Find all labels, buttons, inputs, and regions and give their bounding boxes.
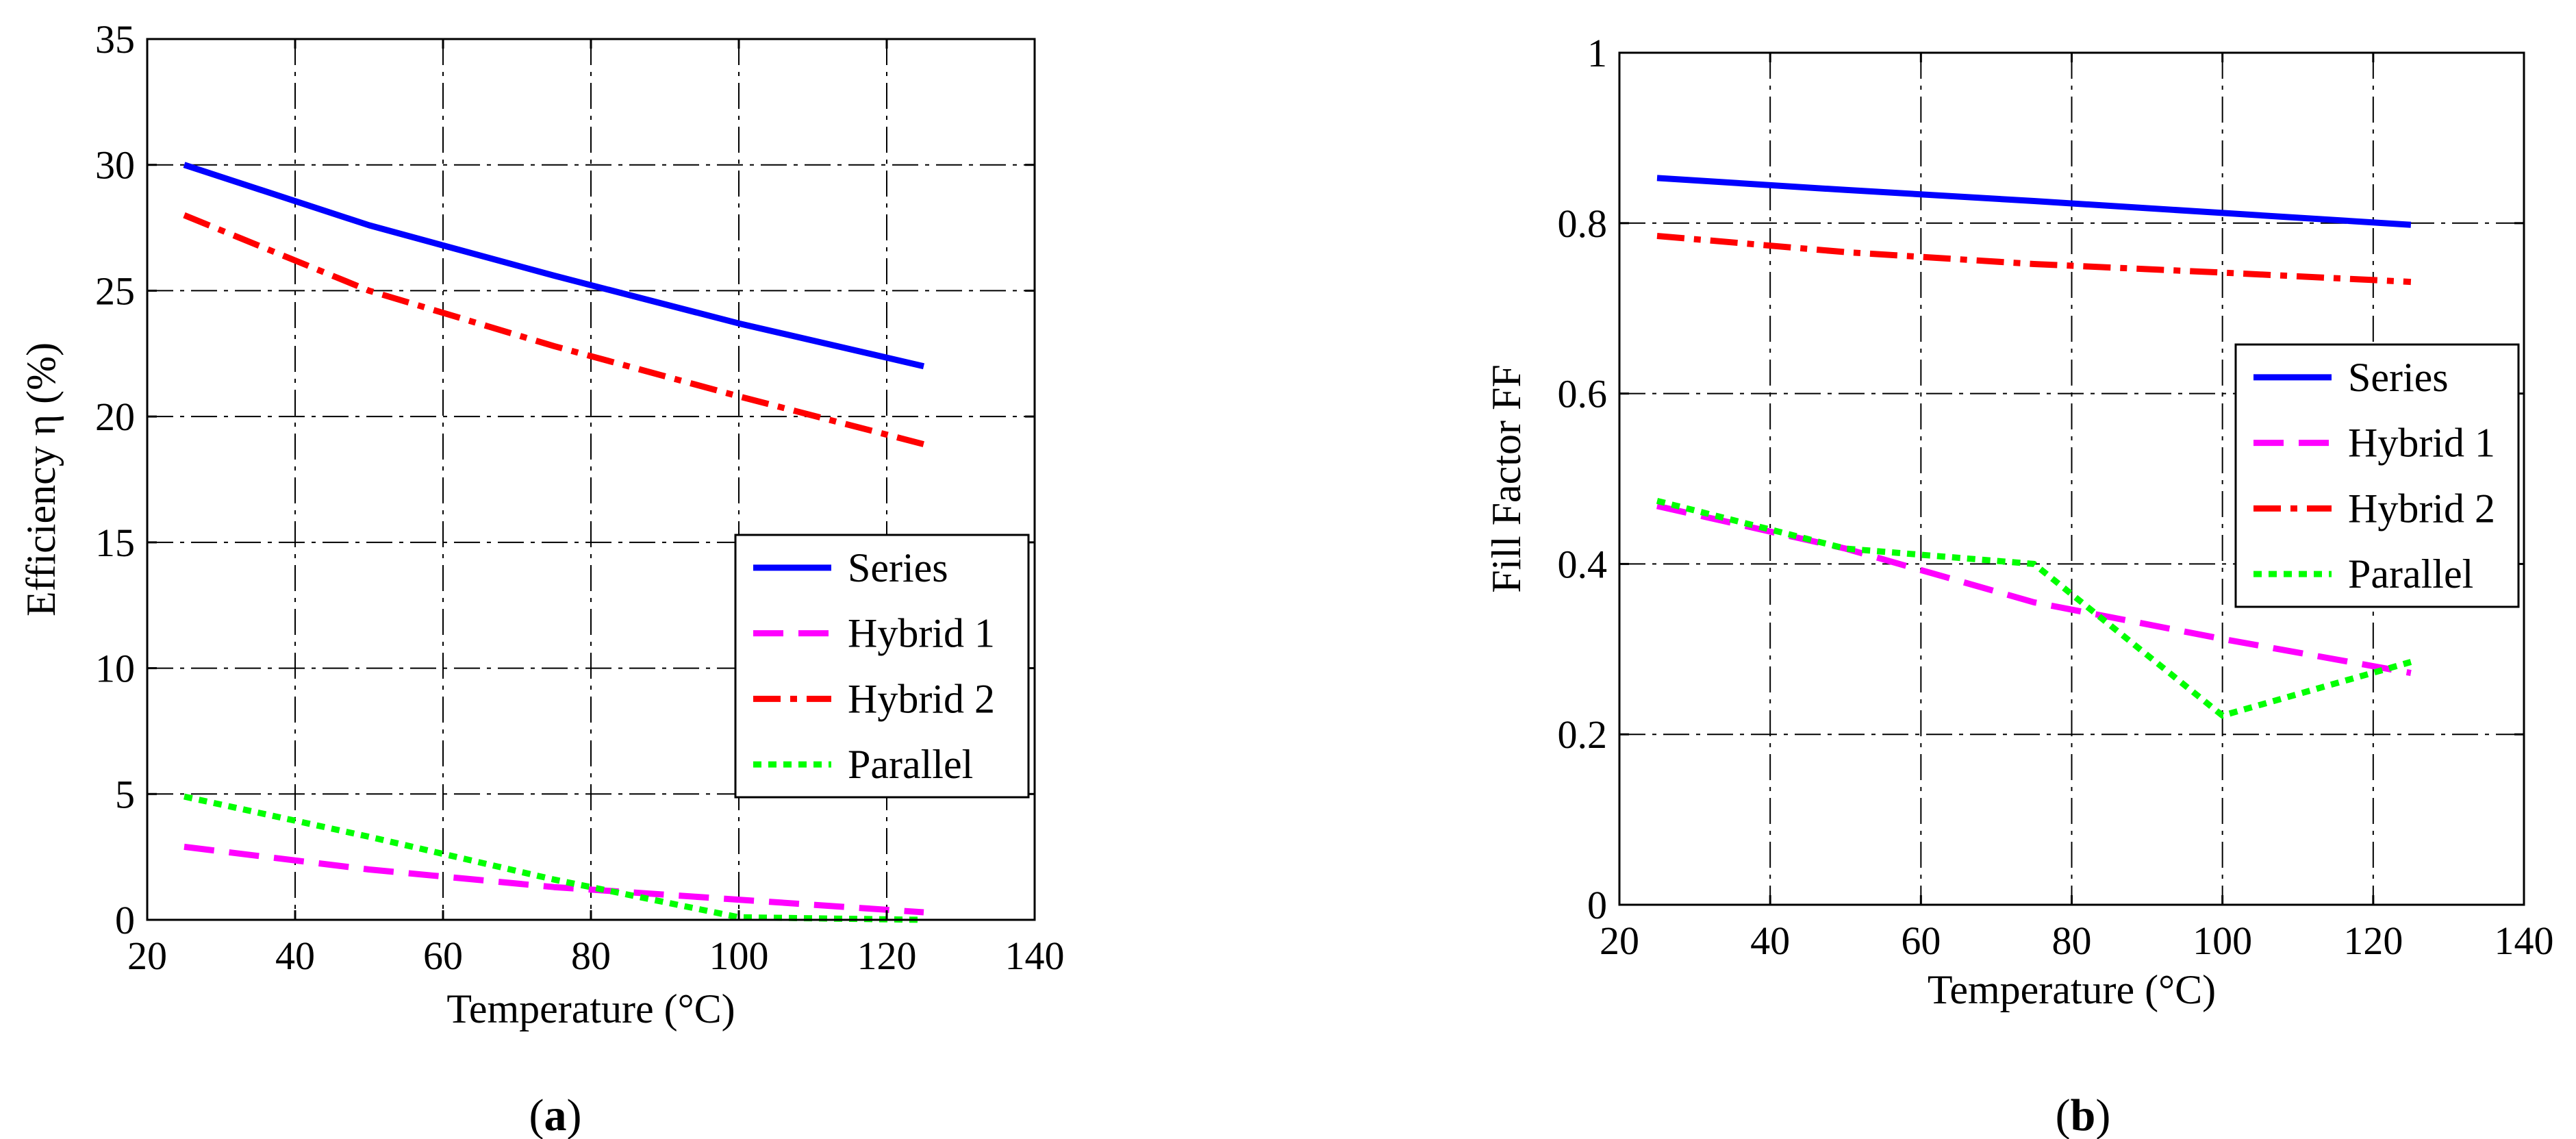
- y-tick-label: 0: [1587, 883, 1607, 927]
- x-tick-label: 80: [2052, 918, 2092, 963]
- x-tick-label: 140: [2495, 918, 2554, 963]
- panel-a-caption: (a): [529, 1090, 582, 1139]
- legend-label: Hybrid 2: [2348, 486, 2495, 531]
- y-tick-label: 0.2: [1558, 712, 1608, 757]
- panel-a-x-axis-label: Temperature (°C): [446, 986, 735, 1031]
- x-tick-label: 120: [857, 934, 917, 978]
- panel-a-y-ticks: 0 5 10 15 20 25 30 35: [95, 17, 1035, 942]
- series-line-series: [183, 162, 925, 370]
- series-line-hybrid-1: [1656, 503, 2412, 677]
- series-line-series: [1656, 175, 2412, 228]
- panel-b-x-axis-label: Temperature (°C): [1928, 967, 2216, 1012]
- x-tick-label: 40: [1750, 918, 1790, 963]
- panel-b-caption: (b): [2056, 1090, 2111, 1139]
- y-tick-label: 0: [115, 898, 135, 942]
- series-line-hybrid-2: [1656, 233, 2412, 286]
- legend-label: Parallel: [848, 742, 973, 787]
- legend-label: Series: [2348, 355, 2449, 400]
- x-tick-label: 40: [275, 934, 315, 978]
- x-tick-label: 20: [1600, 918, 1639, 963]
- panel-a-grid: [147, 39, 1035, 920]
- legend-label: Hybrid 2: [848, 676, 995, 721]
- y-tick-label: 0.6: [1558, 372, 1608, 416]
- panel-a-x-ticks: 20 40 60 80 100 120 140: [127, 39, 1065, 978]
- panel-b-y-axis-label: Fill Factor FF: [1484, 364, 1529, 592]
- y-tick-label: 35: [95, 17, 135, 62]
- x-tick-label: 100: [709, 934, 769, 978]
- panel-b-y-ticks: 0 0.2 0.4 0.6 0.8 1: [1558, 31, 2524, 927]
- panel-b-x-ticks: 20 40 60 80 100 120 140: [1600, 53, 2554, 963]
- panel-a-legend: Series Hybrid 1 Hybrid 2 Parallel: [734, 534, 1030, 799]
- x-tick-label: 60: [423, 934, 463, 978]
- panel-a-efficiency-chart: 20 40 60 80 100 120 140 0 5 10 15 20 25 30 35 Tempera…: [18, 17, 1065, 1139]
- series-line-hybrid-2: [183, 212, 925, 447]
- x-tick-label: 60: [1901, 918, 1941, 963]
- x-tick-label: 80: [571, 934, 611, 978]
- x-tick-label: 100: [2193, 918, 2252, 963]
- y-tick-label: 30: [95, 143, 135, 188]
- legend-label: Series: [848, 545, 948, 590]
- legend-label: Parallel: [2348, 551, 2473, 597]
- y-tick-label: 15: [95, 521, 135, 565]
- x-tick-label: 140: [1005, 934, 1065, 978]
- legend-label: Hybrid 1: [848, 611, 995, 656]
- y-tick-label: 5: [115, 772, 135, 816]
- panel-b-fill-factor-chart: 20 40 60 80 100 120 140 0 0.2 0.4 0.6 0.8 1 Tempera…: [1484, 31, 2554, 1139]
- series-line-hybrid-1: [184, 843, 924, 916]
- panel-b-legend: Series Hybrid 1 Hybrid 2 Parallel: [2234, 343, 2520, 608]
- legend-label: Hybrid 1: [2348, 421, 2495, 466]
- legend-box: [2234, 343, 2520, 608]
- legend-box: [734, 534, 1030, 799]
- y-tick-label: 25: [95, 268, 135, 313]
- y-tick-label: 1: [1587, 31, 1607, 75]
- panel-a-y-axis-label: Efficiency η (%): [18, 342, 64, 616]
- x-tick-label: 20: [127, 934, 167, 978]
- y-tick-label: 0.8: [1558, 201, 1608, 246]
- x-tick-label: 120: [2343, 918, 2403, 963]
- y-tick-label: 10: [95, 647, 135, 691]
- y-tick-label: 0.4: [1558, 542, 1608, 586]
- series-line-parallel: [184, 793, 924, 923]
- panel-b-series-lines: [1656, 175, 2412, 719]
- series-line-parallel: [1656, 497, 2412, 719]
- y-tick-label: 20: [95, 395, 135, 439]
- panel-a-series-lines: [183, 162, 925, 923]
